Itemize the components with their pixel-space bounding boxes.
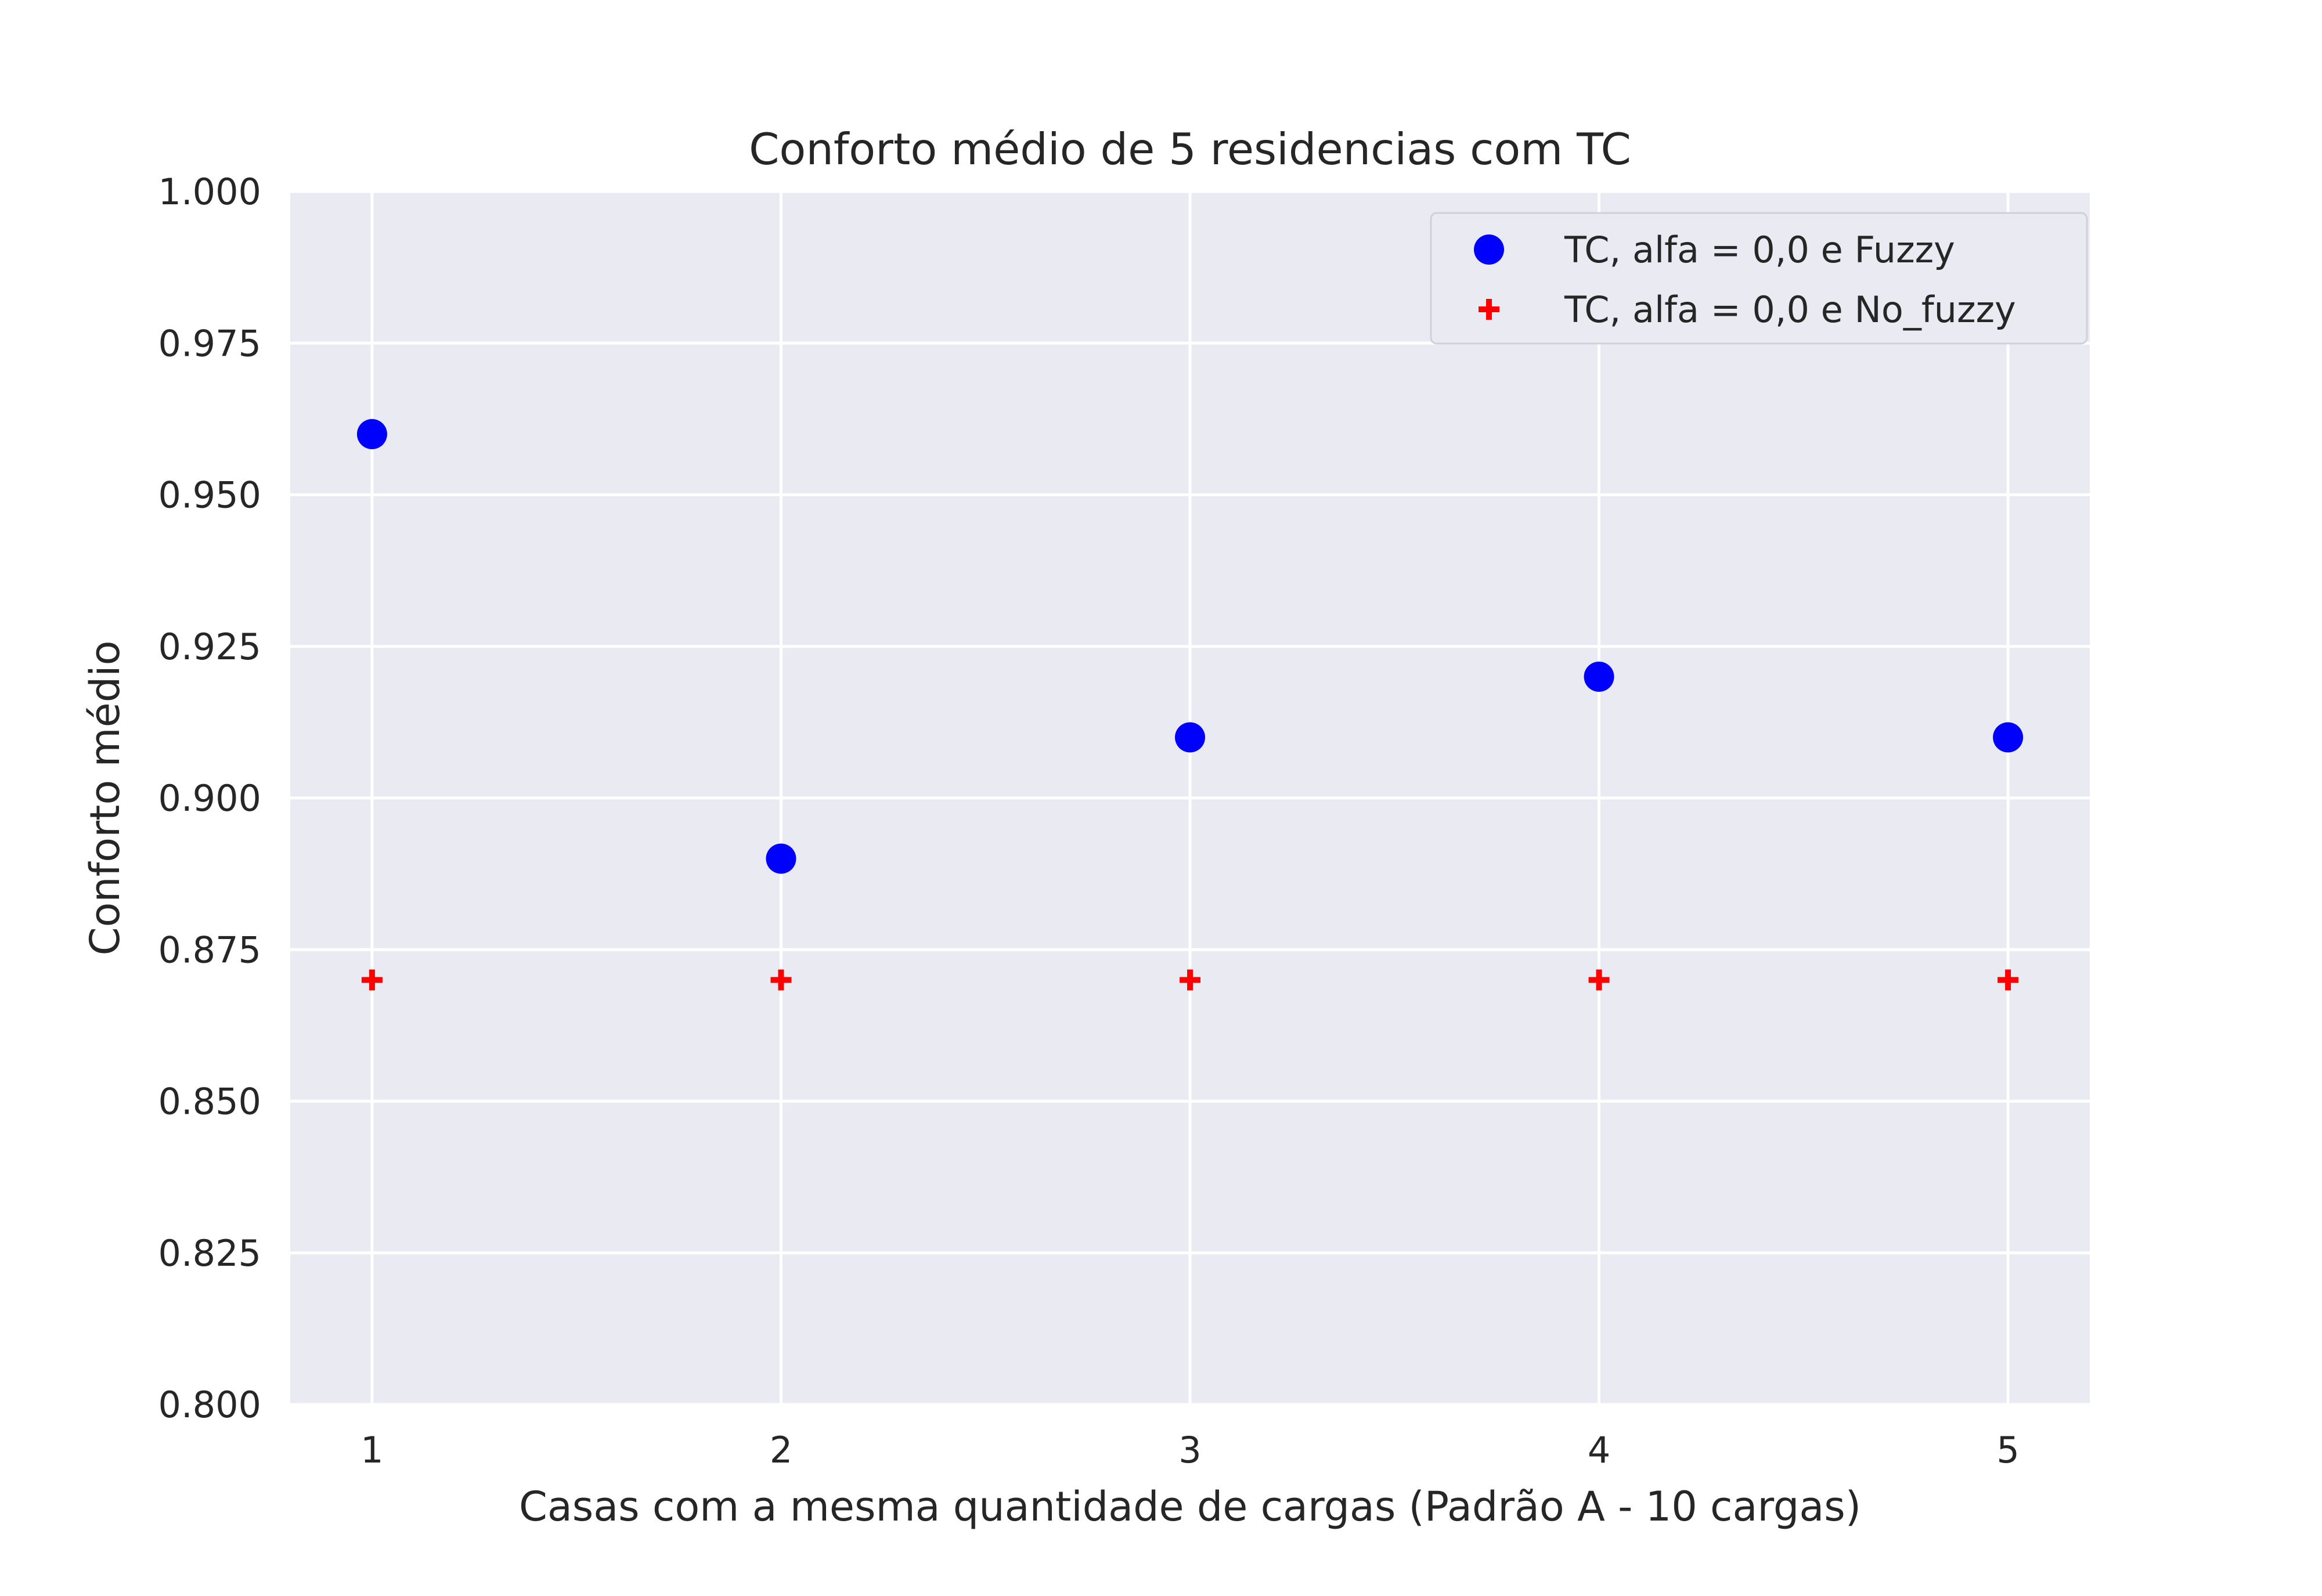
x-tick-label: 3 <box>1178 1429 1201 1471</box>
y-tick-labels: 0.800 0.825 0.850 0.875 0.900 0.925 0.950 0.975… <box>158 171 262 1426</box>
grid <box>290 190 2090 1406</box>
y-tick-label: 0.975 <box>158 322 262 364</box>
point-circle <box>1584 662 1614 692</box>
legend-marker <box>1479 299 1499 320</box>
point-plus <box>1180 969 1200 991</box>
legend: TC, alfa = 0,0 e Fuzzy TC, alfa = 0,0 e N… <box>1430 212 2088 345</box>
y-tick-label: 0.800 <box>158 1384 262 1426</box>
x-tick-label: 5 <box>1996 1429 2019 1471</box>
y-tick-label: 0.950 <box>158 474 262 517</box>
y-tick-label: 0.900 <box>158 777 262 819</box>
point-plus <box>1998 969 2019 991</box>
x-tick-label: 1 <box>360 1429 383 1471</box>
legend-label: TC, alfa = 0,0 e No_fuzzy <box>1564 288 2016 331</box>
x-tick-label: 4 <box>1588 1429 1610 1471</box>
chart-title: Conforto médio de 5 residencias com TC <box>749 124 1631 175</box>
y-tick-label: 1.000 <box>158 171 262 213</box>
y-tick-label: 0.825 <box>158 1232 262 1274</box>
point-plus <box>770 969 792 991</box>
y-axis-label: Conforto médio <box>81 641 129 956</box>
point-circle <box>356 419 387 449</box>
legend-box <box>1430 212 2088 345</box>
series-1 <box>356 419 2024 874</box>
point-plus <box>1588 969 1610 991</box>
point-circle <box>1993 722 2024 753</box>
y-tick-label: 0.925 <box>158 626 262 668</box>
legend-marker <box>1474 234 1504 265</box>
data-marks <box>356 419 2024 991</box>
y-tick-label: 0.875 <box>158 929 262 971</box>
x-tick-label: 2 <box>770 1429 792 1471</box>
point-circle <box>1175 722 1205 753</box>
x-axis-label: Casas com a mesma quantidade de cargas (… <box>519 1483 1861 1530</box>
y-tick-label: 0.850 <box>158 1081 262 1123</box>
legend-label: TC, alfa = 0,0 e Fuzzy <box>1564 229 1955 271</box>
point-plus <box>361 969 383 991</box>
x-tick-labels: 1 2 3 4 5 <box>360 1429 2020 1471</box>
point-circle <box>766 843 796 874</box>
series-2 <box>361 969 2019 991</box>
